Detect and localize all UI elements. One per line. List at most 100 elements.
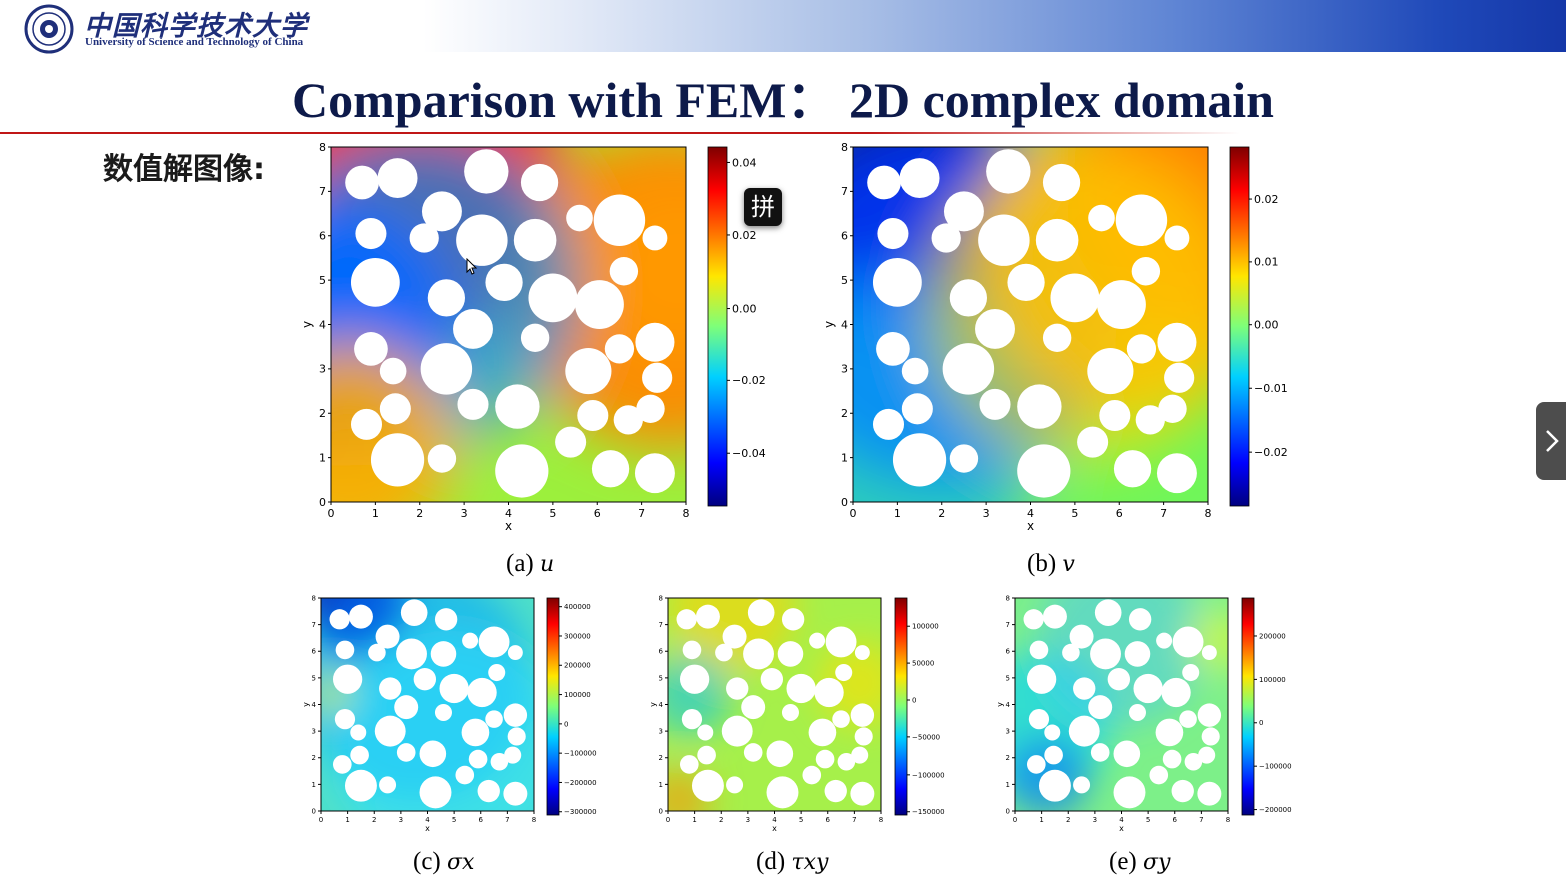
y-tick-label: 8 (1006, 594, 1010, 602)
inclusion-hole (1131, 257, 1161, 286)
x-tick-label: 4 (1027, 507, 1034, 520)
y-tick-label: 3 (312, 728, 316, 736)
x-tick-label: 8 (1205, 507, 1212, 520)
x-tick-label: 3 (746, 816, 750, 824)
y-tick-label: 4 (312, 701, 317, 709)
inclusion-hole (808, 718, 837, 747)
inclusion-hole (355, 218, 387, 250)
y-axis-label: y (648, 702, 657, 707)
ime-toggle-button[interactable]: 拼 (744, 188, 782, 226)
inclusion-hole (591, 450, 630, 488)
y-tick-label: 1 (659, 781, 663, 789)
x-tick-label: 5 (799, 816, 803, 824)
x-tick-label: 3 (461, 507, 468, 520)
inclusion-hole (507, 727, 526, 746)
inclusion-hole (1073, 677, 1096, 700)
y-tick-label: 1 (312, 781, 316, 789)
x-tick-label: 1 (372, 507, 379, 520)
inclusion-hole (1197, 703, 1222, 727)
inclusion-hole (1035, 218, 1079, 262)
inclusion-hole (892, 433, 947, 487)
inclusion-hole (1197, 781, 1222, 806)
inclusion-hole (334, 709, 356, 730)
caption-a: (a) u (506, 550, 555, 577)
inclusion-hole (434, 703, 452, 722)
inclusion-hole (453, 308, 493, 349)
colorbar-tick-label: −200000 (1259, 806, 1292, 814)
y-tick-label: 6 (659, 648, 664, 656)
y-tick-label: 3 (841, 363, 848, 376)
inclusion-hole (743, 743, 763, 762)
inclusion-hole (1087, 348, 1134, 395)
inclusion-hole (726, 677, 749, 700)
inclusion-hole (379, 776, 397, 794)
x-tick-label: 1 (1039, 816, 1043, 824)
inclusion-hole (1017, 444, 1071, 498)
y-tick-label: 3 (319, 363, 326, 376)
inclusion-hole (854, 645, 870, 661)
field-area (331, 147, 686, 502)
x-tick-label: 7 (1160, 507, 1167, 520)
next-slide-button[interactable] (1536, 402, 1566, 480)
inclusion-hole (899, 158, 940, 199)
inclusion-hole (419, 740, 447, 768)
inclusion-hole (421, 191, 462, 232)
inclusion-hole (1050, 273, 1100, 323)
inclusion-hole (876, 332, 910, 366)
inclusion-hole (634, 453, 675, 494)
inclusion-hole (901, 357, 929, 385)
inclusion-hole (1135, 405, 1165, 435)
caption-c: (c) σx (413, 848, 475, 875)
y-axis-label: y (301, 702, 310, 707)
field-gradient (853, 147, 1208, 502)
y-tick-label: 5 (841, 274, 848, 287)
inclusion-hole (1094, 599, 1122, 626)
y-tick-label: 1 (319, 451, 326, 464)
x-tick-label: 7 (638, 507, 645, 520)
inclusion-hole (1007, 263, 1045, 301)
inclusion-hole (1115, 194, 1168, 246)
colorbar-tick-label: 400000 (564, 603, 591, 611)
inclusion-hole (350, 408, 383, 440)
inclusion-hole (786, 673, 816, 704)
x-tick-label: 7 (852, 816, 856, 824)
x-tick-label: 1 (894, 507, 901, 520)
inclusion-hole (1184, 752, 1203, 771)
inclusion-hole (697, 724, 714, 741)
x-tick-label: 2 (719, 816, 723, 824)
inclusion-hole (825, 626, 857, 658)
inclusion-hole (344, 769, 377, 802)
inclusion-hole (1017, 384, 1062, 429)
inclusion-hole (374, 715, 406, 747)
caption-d: (d) τxy (756, 848, 829, 875)
y-axis-label: y (822, 321, 836, 328)
colorbar-tick-label: 50000 (912, 660, 934, 668)
caption-e: (e) σy (1109, 848, 1171, 875)
x-tick-label: 5 (1071, 507, 1078, 520)
inclusion-hole (1164, 225, 1190, 251)
inclusion-hole (1090, 638, 1121, 670)
inclusion-hole (396, 743, 416, 762)
y-axis-label: y (300, 321, 314, 328)
inclusion-hole (1073, 776, 1091, 794)
inclusion-hole (872, 257, 922, 307)
colorbar-tick-label: −300000 (564, 808, 597, 816)
x-axis-label: x (772, 824, 777, 833)
y-tick-label: 0 (659, 807, 663, 815)
x-tick-label: 1 (345, 816, 349, 824)
inclusion-hole (1088, 204, 1115, 232)
inclusion-hole (430, 641, 457, 667)
y-tick-label: 0 (312, 807, 316, 815)
inclusion-hole (1156, 632, 1173, 649)
inclusion-hole (1088, 695, 1113, 720)
inclusion-hole (504, 746, 522, 764)
inclusion-hole (1124, 641, 1151, 667)
inclusion-hole (1062, 643, 1080, 662)
x-tick-label: 4 (425, 816, 430, 824)
field-area (853, 147, 1208, 502)
y-tick-label: 0 (319, 496, 326, 509)
inclusion-hole (835, 664, 853, 682)
y-tick-label: 2 (1006, 754, 1010, 762)
inclusion-hole (577, 399, 609, 431)
inclusion-hole (1201, 645, 1217, 661)
